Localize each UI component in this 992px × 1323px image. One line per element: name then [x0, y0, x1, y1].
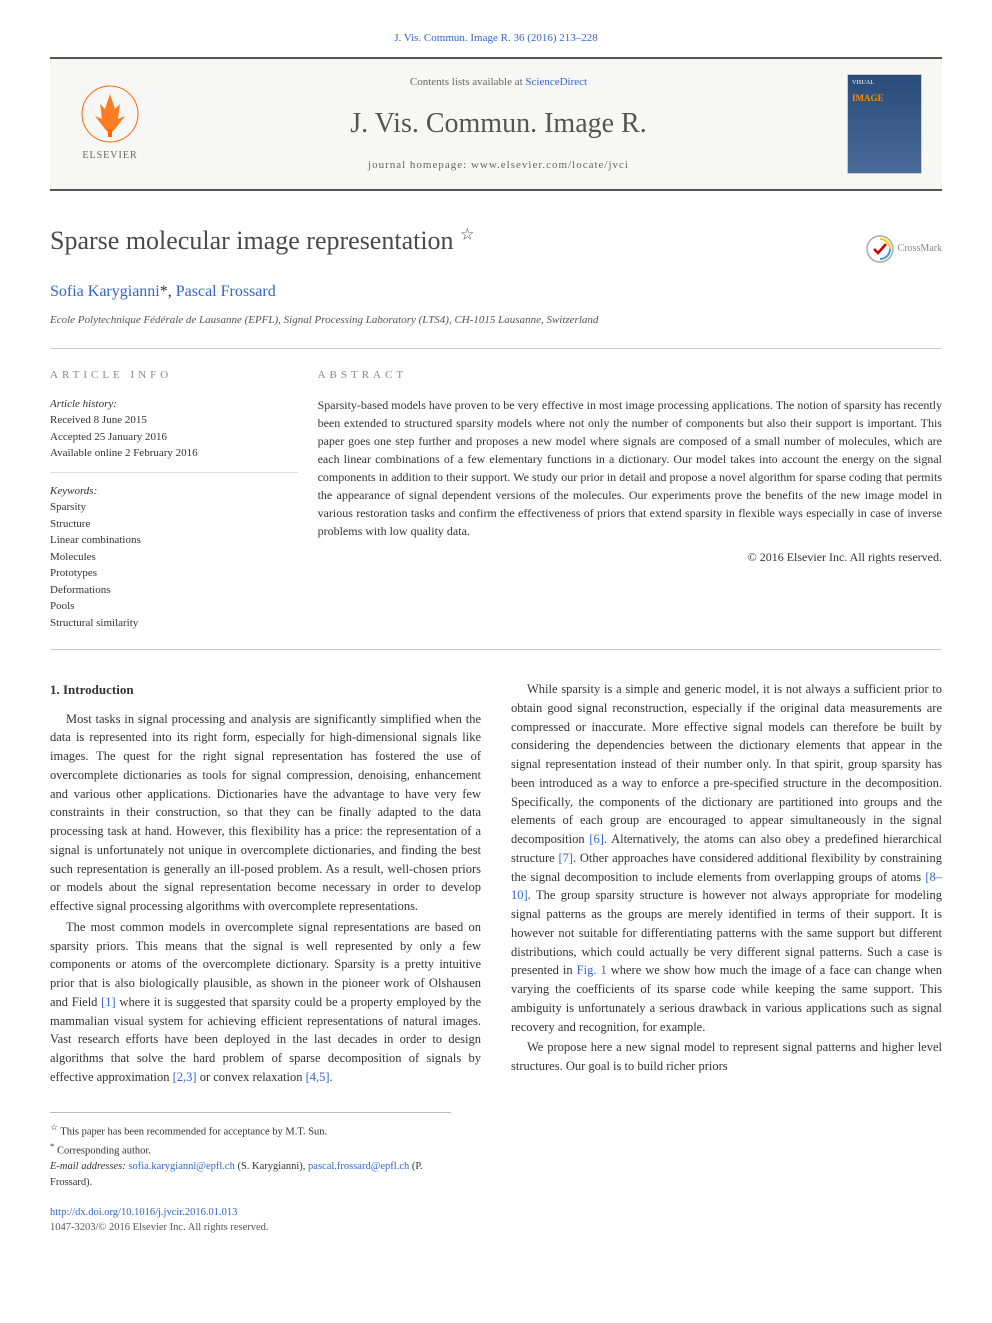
para2-part-c: or convex relaxation — [197, 1070, 306, 1084]
article-info-column: ARTICLE INFO Article history: Received 8… — [50, 367, 318, 631]
author-2-link[interactable]: Pascal Frossard — [176, 283, 276, 300]
email-label: E-mail addresses: — [50, 1161, 128, 1172]
citation-7[interactable]: [7] — [558, 851, 573, 865]
online-date: Available online 2 February 2016 — [50, 445, 298, 462]
para2-part-d: . — [330, 1070, 333, 1084]
article-history-block: Article history: Received 8 June 2015 Ac… — [50, 396, 298, 473]
footnote-1-text: This paper has been recommended for acce… — [58, 1126, 327, 1137]
journal-cover-thumbnail: VISUAL IMAGE — [847, 74, 922, 174]
elsevier-logo: ELSEVIER — [70, 79, 150, 169]
keywords-block: Keywords: Sparsity Structure Linear comb… — [50, 483, 298, 632]
abstract-heading: ABSTRACT — [318, 367, 942, 384]
figure-1-reference[interactable]: Fig. 1 — [577, 963, 607, 977]
homepage-prefix: journal homepage: — [368, 159, 471, 171]
author-sep: , — [168, 283, 176, 300]
corresponding-marker: * — [160, 283, 168, 300]
email-footnote: E-mail addresses: sofia.karygianni@epfl.… — [50, 1159, 451, 1191]
article-info-heading: ARTICLE INFO — [50, 367, 298, 384]
keyword: Structural similarity — [50, 615, 298, 632]
cover-text-image: IMAGE — [852, 92, 917, 106]
accepted-date: Accepted 25 January 2016 — [50, 429, 298, 446]
citation-2-3[interactable]: [2,3] — [173, 1070, 197, 1084]
abstract-column: ABSTRACT Sparsity-based models have prov… — [318, 367, 942, 631]
para3-part-c: . Other approaches have considered addit… — [511, 851, 942, 884]
footnote-1: ☆ This paper has been recommended for ac… — [50, 1121, 451, 1140]
homepage-url: www.elsevier.com/locate/jvci — [471, 159, 629, 171]
crossmark-label: CrossMark — [898, 241, 942, 256]
doi-line: http://dx.doi.org/10.1016/j.jvcir.2016.0… — [50, 1205, 942, 1221]
abstract-text: Sparsity-based models have proven to be … — [318, 396, 942, 540]
citation-4-5[interactable]: [4,5] — [306, 1070, 330, 1084]
footnote-2-text: Corresponding author. — [54, 1145, 151, 1156]
body-two-column: 1. Introduction Most tasks in signal pro… — [50, 680, 942, 1087]
abstract-copyright: © 2016 Elsevier Inc. All rights reserved… — [318, 548, 942, 566]
article-title-text: Sparse molecular image representation — [50, 226, 454, 255]
issn-copyright-line: 1047-3203/© 2016 Elsevier Inc. All right… — [50, 1220, 942, 1236]
paragraph-4: We propose here a new signal model to re… — [511, 1038, 942, 1076]
journal-header-box: ELSEVIER Contents lists available at Sci… — [50, 57, 942, 191]
affiliation: Ecole Polytechnique Fédérale de Lausanne… — [50, 312, 942, 329]
crossmark-icon — [866, 235, 894, 263]
author-1-email-link[interactable]: sofia.karygianni@epfl.ch — [128, 1161, 234, 1172]
info-abstract-row: ARTICLE INFO Article history: Received 8… — [50, 348, 942, 650]
cover-text-visual: VISUAL — [852, 79, 917, 88]
elsevier-name: ELSEVIER — [82, 148, 137, 163]
crossmark-badge[interactable]: CrossMark — [866, 235, 942, 263]
journal-name: J. Vis. Commun. Image R. — [150, 103, 847, 145]
journal-homepage-line: journal homepage: www.elsevier.com/locat… — [150, 157, 847, 174]
title-footnote-marker: ☆ — [460, 226, 474, 243]
contents-prefix: Contents lists available at — [410, 76, 525, 88]
author-list: Sofia Karygianni*, Pascal Frossard — [50, 280, 942, 304]
email-1-who: (S. Karygianni), — [235, 1161, 308, 1172]
citation-1[interactable]: [1] — [101, 995, 116, 1009]
keyword: Prototypes — [50, 565, 298, 582]
section-1-heading: 1. Introduction — [50, 680, 481, 700]
received-date: Received 8 June 2015 — [50, 412, 298, 429]
article-title: Sparse molecular image representation ☆ — [50, 221, 942, 260]
header-center: Contents lists available at ScienceDirec… — [150, 74, 847, 173]
author-2-email-link[interactable]: pascal.frossard@epfl.ch — [308, 1161, 409, 1172]
sciencedirect-link[interactable]: ScienceDirect — [525, 76, 587, 88]
footnote-2: * Corresponding author. — [50, 1140, 451, 1159]
para3-part-a: While sparsity is a simple and generic m… — [511, 682, 942, 846]
footnote-1-marker: ☆ — [50, 1122, 58, 1132]
keyword: Deformations — [50, 582, 298, 599]
header-citation: J. Vis. Commun. Image R. 36 (2016) 213–2… — [50, 30, 942, 47]
contents-available-line: Contents lists available at ScienceDirec… — [150, 74, 847, 91]
keywords-label: Keywords: — [50, 483, 298, 500]
keyword: Sparsity — [50, 499, 298, 516]
doi-link[interactable]: http://dx.doi.org/10.1016/j.jvcir.2016.0… — [50, 1207, 237, 1218]
footnotes-block: ☆ This paper has been recommended for ac… — [50, 1112, 451, 1191]
keyword: Structure — [50, 516, 298, 533]
paragraph-1: Most tasks in signal processing and anal… — [50, 710, 481, 916]
history-label: Article history: — [50, 396, 298, 413]
keyword: Molecules — [50, 549, 298, 566]
citation-6[interactable]: [6] — [589, 832, 604, 846]
author-1-link[interactable]: Sofia Karygianni — [50, 283, 160, 300]
paragraph-3: While sparsity is a simple and generic m… — [511, 680, 942, 1036]
paragraph-2: The most common models in overcomplete s… — [50, 918, 481, 1087]
keyword: Linear combinations — [50, 532, 298, 549]
keyword: Pools — [50, 598, 298, 615]
elsevier-tree-icon — [80, 84, 140, 144]
